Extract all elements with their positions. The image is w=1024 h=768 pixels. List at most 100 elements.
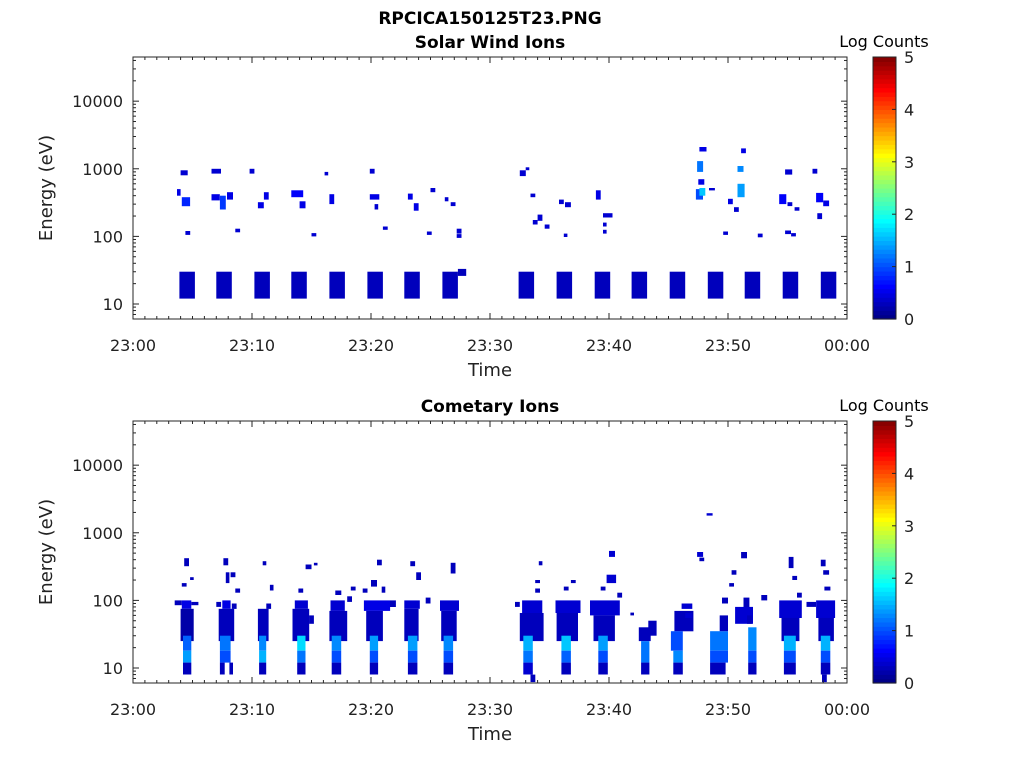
colorbar-segment — [873, 639, 896, 645]
heatmap-cell — [797, 592, 802, 598]
heatmap-cell — [371, 580, 377, 587]
heatmap-cell — [269, 584, 274, 591]
colorbar-segment — [873, 196, 896, 202]
heatmap-cell — [450, 202, 456, 207]
colorbar-segment — [873, 218, 896, 224]
x-tick-label: 23:30 — [467, 700, 513, 719]
panel-cometary: Cometary Ions 23:00 23:10 23:20 23:30 23:40 2… — [36, 396, 929, 745]
colorbar-segment — [873, 648, 896, 654]
colorbar-segment — [873, 600, 896, 605]
colorbar-tick-label: 5 — [904, 48, 914, 67]
heatmap-cell — [761, 595, 768, 601]
heatmap-cell — [456, 234, 462, 238]
heatmap-cell — [377, 559, 382, 566]
heatmap-cell — [594, 271, 611, 299]
colorbar-segment — [873, 244, 896, 250]
colorbar-tick-label: 0 — [904, 310, 914, 329]
heatmap-cell — [181, 583, 187, 587]
heatmap-cells — [174, 513, 836, 683]
heatmap-cell — [535, 580, 540, 584]
heatmap-cell — [748, 650, 757, 663]
colorbar-tick-label: 1 — [904, 622, 914, 641]
heatmap-cell — [706, 513, 713, 516]
heatmap-cell — [219, 662, 225, 675]
heatmap-cell — [697, 552, 704, 557]
colorbar: 0 1 2 3 4 5 — [872, 412, 914, 693]
heatmap-cell — [820, 650, 831, 663]
heatmap-cell — [216, 601, 222, 607]
y-axis-label: Energy (eV) — [36, 499, 57, 605]
heatmap-cell — [788, 556, 794, 569]
y-tick-label: 10 — [103, 659, 123, 678]
heatmap-cell — [559, 199, 564, 205]
heatmap-cell — [603, 222, 607, 227]
colorbar-segment — [873, 613, 896, 619]
heatmap-cell — [291, 190, 304, 198]
colorbar: 0 1 2 3 4 5 — [872, 48, 914, 329]
heatmap-cell — [219, 635, 231, 651]
colorbar-segment — [873, 148, 896, 154]
colorbar-label: Log Counts — [839, 396, 929, 415]
colorbar-segment — [873, 78, 896, 84]
colorbar-segment — [873, 556, 896, 562]
colorbar-segment — [873, 438, 896, 444]
colorbar-segment — [873, 477, 896, 483]
heatmap-cell — [609, 550, 615, 557]
heatmap-cell — [523, 635, 533, 651]
colorbar-segment — [873, 552, 896, 557]
colorbar-segment — [873, 429, 896, 435]
heatmap-cell — [631, 271, 648, 299]
heatmap-cell — [747, 615, 752, 624]
colorbar-segment — [873, 201, 896, 207]
heatmap-cell — [593, 615, 615, 642]
colorbar-segment — [873, 569, 896, 575]
colorbar-segment — [873, 288, 896, 294]
colorbar-tick-label: 2 — [904, 205, 914, 224]
colorbar-segment — [873, 621, 896, 627]
heatmap-cell — [382, 226, 388, 230]
colorbar-segment — [873, 113, 896, 119]
figure-title: RPCICA150125T23.PNG — [378, 9, 601, 29]
heatmap-cell — [779, 194, 787, 205]
heatmap-cell — [180, 608, 194, 642]
heatmap-cell — [450, 562, 456, 574]
heatmap-cell — [710, 631, 728, 651]
y-tick-label: 100 — [92, 227, 123, 246]
colorbar-tick-label: 5 — [904, 412, 914, 431]
heatmap-cell — [537, 214, 543, 221]
colorbar-tick-label: 1 — [904, 258, 914, 277]
colorbar-segment — [873, 482, 896, 488]
heatmap-cell — [532, 220, 538, 225]
heatmap-cell — [329, 610, 348, 642]
colorbar-segment — [873, 131, 896, 137]
colorbar-segment — [873, 521, 896, 527]
x-tick-label: 23:40 — [586, 700, 632, 719]
heatmap-cell — [530, 674, 536, 683]
heatmap-cell — [259, 650, 267, 663]
colorbar-segment — [873, 643, 896, 649]
colorbar-segment — [873, 547, 896, 553]
heatmap-cell — [515, 601, 520, 607]
heatmap-cell — [430, 188, 436, 193]
heatmap-cell — [309, 615, 314, 624]
y-tick-label: 10000 — [72, 456, 123, 475]
colorbar-tick-label: 2 — [904, 569, 914, 588]
colorbar-tick-label: 4 — [904, 100, 914, 119]
heatmap-cell — [363, 600, 391, 611]
colorbar-segment — [873, 83, 896, 89]
heatmap-cell — [404, 271, 420, 299]
colorbar-segment — [873, 451, 896, 457]
x-axis-label: Time — [467, 360, 512, 381]
y-tick-label: 100 — [92, 591, 123, 610]
colorbar-segment — [873, 595, 896, 601]
heatmap-cell — [229, 662, 233, 675]
heatmap-cell — [262, 561, 267, 566]
heatmap-cell — [347, 596, 352, 602]
heatmap-cell — [249, 168, 255, 174]
colorbar-segment — [873, 591, 896, 597]
heatmap-cell — [530, 193, 536, 198]
y-axis-label: Energy (eV) — [36, 135, 57, 241]
heatmap-cell — [291, 271, 307, 299]
colorbar-segment — [873, 425, 896, 431]
